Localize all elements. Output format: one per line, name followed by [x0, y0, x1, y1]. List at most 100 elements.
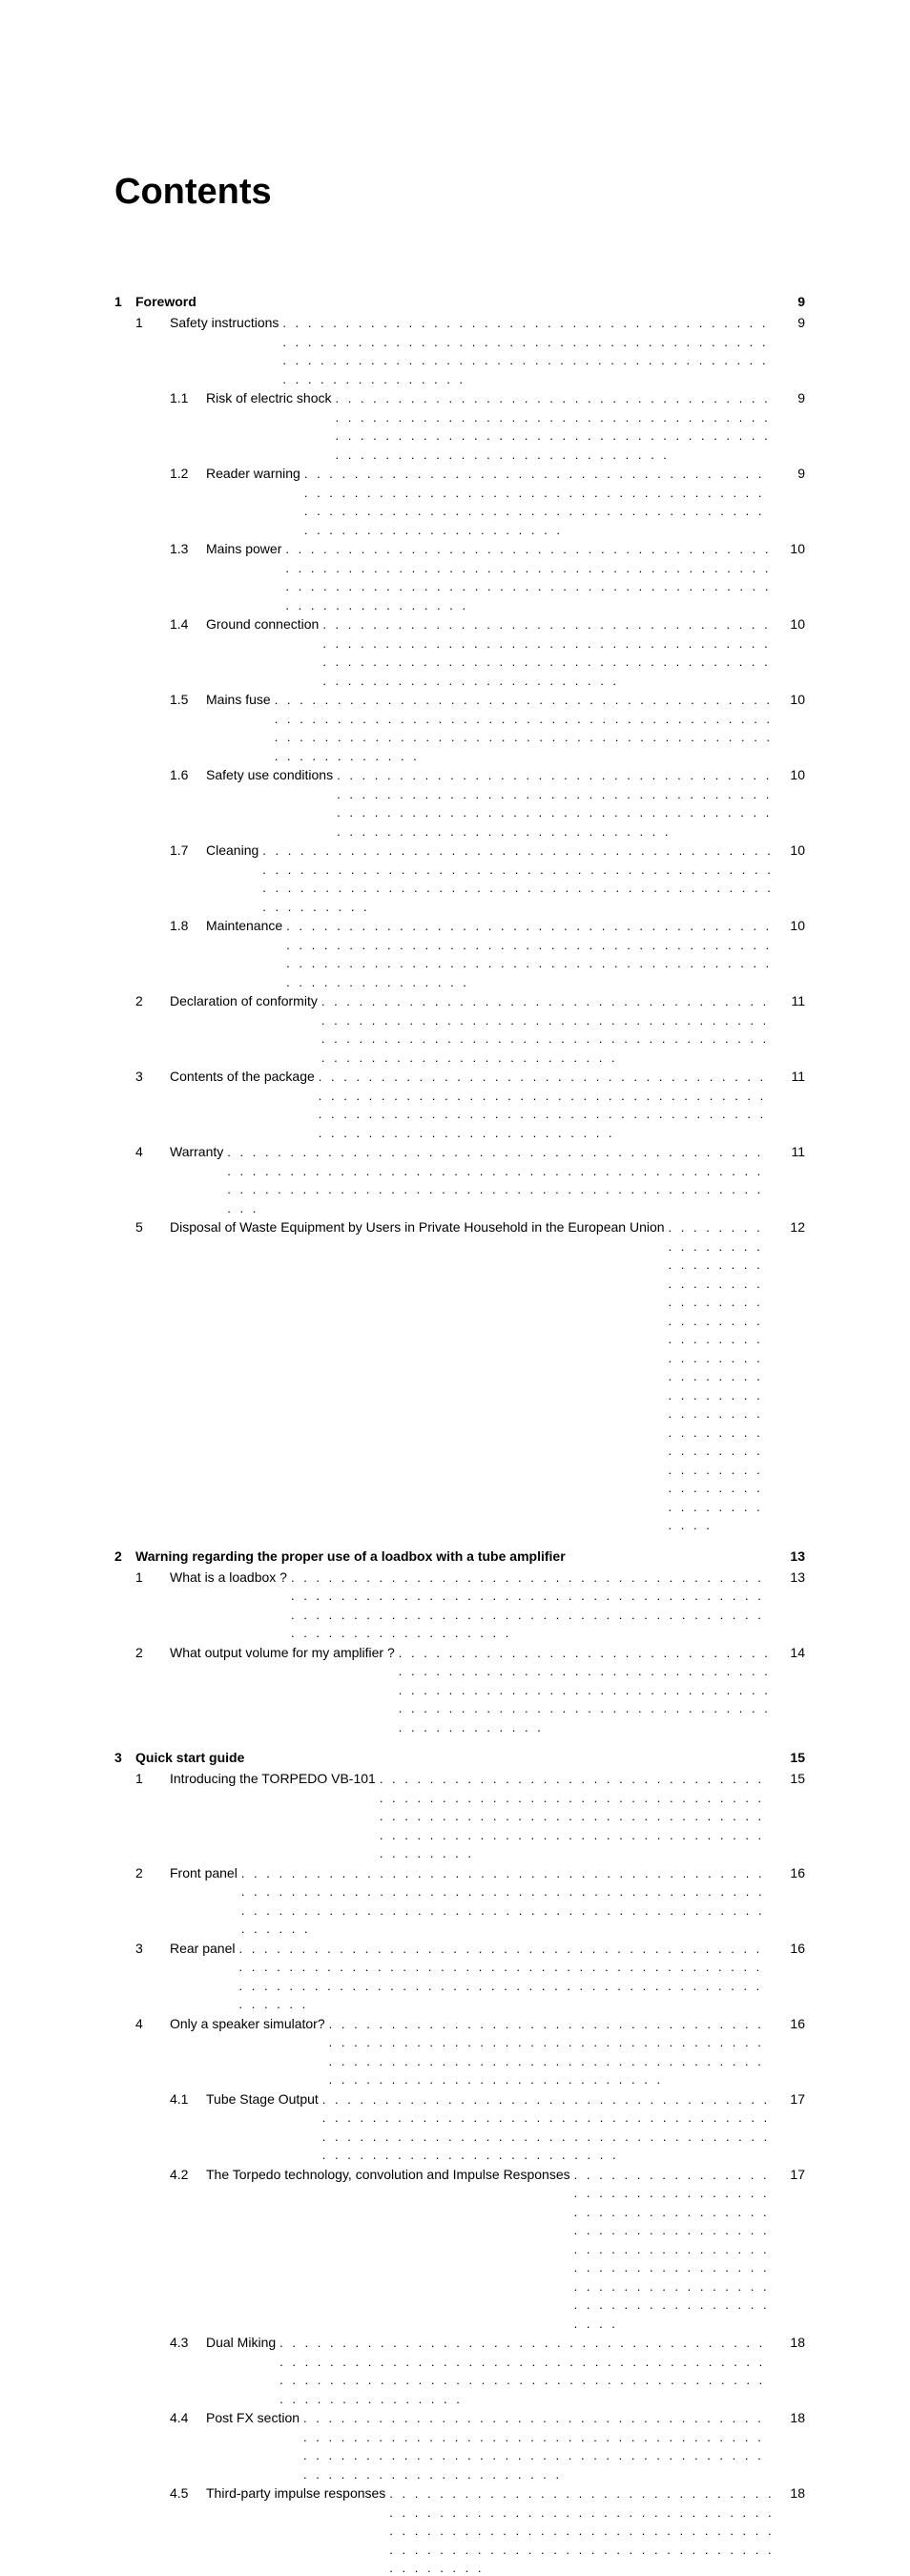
leader-dots	[315, 1068, 778, 1142]
subsection-title: Risk of electric shock	[206, 388, 331, 408]
toc-subsection: 1.4Ground connection 10	[114, 614, 805, 690]
subsection-page: 10	[778, 841, 805, 861]
subsection-number: 1.7	[170, 841, 206, 861]
toc-subsection: 1.7Cleaning 10	[114, 841, 805, 916]
section-number: 1	[135, 313, 170, 333]
subsection-number: 4.5	[170, 2483, 206, 2503]
section-title: What output volume for my amplifier ?	[170, 1643, 395, 1663]
leader-dots	[385, 2484, 778, 2576]
subsection-page: 18	[778, 2408, 805, 2428]
subsection-number: 1.2	[170, 464, 206, 484]
toc-subsection: 4.2The Torpedo technology, convolution a…	[114, 2165, 805, 2334]
leader-dots	[333, 766, 778, 841]
section-page: 12	[778, 1217, 805, 1237]
subsection-title: Dual Miking	[206, 2333, 276, 2353]
section-page: 11	[778, 1142, 805, 1162]
chapter-title: Warning regarding the proper use of a lo…	[135, 1548, 778, 1564]
subsection-title: Ground connection	[206, 614, 319, 634]
subsection-number: 1.5	[170, 690, 206, 710]
chapter-number: 3	[114, 1750, 135, 1765]
subsection-number: 4.4	[170, 2408, 206, 2428]
subsection-number: 1.1	[170, 388, 206, 408]
section-page: 14	[778, 1643, 805, 1663]
toc-section: 4Warranty11	[114, 1142, 805, 1217]
section-page: 16	[778, 2014, 805, 2034]
section-page: 16	[778, 1863, 805, 1883]
subsection-number: 1.3	[170, 539, 206, 559]
leader-dots	[223, 1143, 778, 1217]
section-page: 15	[778, 1769, 805, 1789]
chapter-number: 2	[114, 1548, 135, 1564]
subsection-title: Safety use conditions	[206, 765, 333, 785]
section-number: 1	[135, 1568, 170, 1588]
leader-dots	[376, 1770, 778, 1863]
toc-chapter: 2Warning regarding the proper use of a l…	[114, 1548, 805, 1564]
toc-section: 1What is a loadbox ?13	[114, 1568, 805, 1643]
section-number: 2	[135, 1863, 170, 1883]
subsection-page: 18	[778, 2333, 805, 2353]
section-number: 1	[135, 1769, 170, 1789]
section-title: Contents of the package	[170, 1067, 315, 1087]
section-title: Disposal of Waste Equipment by Users in …	[170, 1217, 665, 1237]
toc-section: 2What output volume for my amplifier ? 14	[114, 1643, 805, 1737]
chapter-title: Foreword	[135, 294, 778, 309]
toc-subsection: 4.4Post FX section18	[114, 2408, 805, 2483]
subsection-page: 17	[778, 2165, 805, 2185]
leader-dots	[276, 2334, 778, 2408]
section-title: Introducing the TORPEDO VB-101	[170, 1769, 376, 1789]
section-page: 16	[778, 1939, 805, 1959]
chapter-page: 13	[778, 1548, 805, 1564]
leader-dots	[570, 2166, 778, 2334]
chapter-title: Quick start guide	[135, 1750, 778, 1765]
subsection-title: Third-party impulse responses	[206, 2483, 385, 2503]
document-page: Contents 1Foreword91Safety instructions9…	[0, 0, 910, 2576]
subsection-title: Mains power	[206, 539, 281, 559]
leader-dots	[395, 1644, 778, 1737]
toc-chapter: 3Quick start guide15	[114, 1750, 805, 1765]
table-of-contents: 1Foreword91Safety instructions91.1Risk o…	[114, 294, 805, 2576]
toc-chapter: 1Foreword9	[114, 294, 805, 309]
leader-dots	[279, 314, 778, 388]
leader-dots	[300, 2409, 778, 2483]
subsection-number: 4.3	[170, 2333, 206, 2353]
section-title: Only a speaker simulator?	[170, 2014, 325, 2034]
leader-dots	[238, 1864, 778, 1939]
subsection-title: Maintenance	[206, 916, 282, 936]
subsection-number: 1.6	[170, 765, 206, 785]
section-page: 13	[778, 1568, 805, 1588]
subsection-title: Mains fuse	[206, 690, 271, 710]
section-number: 5	[135, 1217, 170, 1237]
section-number: 3	[135, 1067, 170, 1087]
toc-section: 1Safety instructions9	[114, 313, 805, 388]
toc-section: 1Introducing the TORPEDO VB-101 15	[114, 1769, 805, 1863]
subsection-title: Cleaning	[206, 841, 259, 861]
subsection-page: 10	[778, 765, 805, 785]
leader-dots	[331, 389, 778, 464]
toc-section: 4Only a speaker simulator? 16	[114, 2014, 805, 2089]
subsection-number: 1.8	[170, 916, 206, 936]
subsection-page: 10	[778, 690, 805, 710]
leader-dots	[318, 992, 778, 1067]
subsection-number: 4.2	[170, 2165, 206, 2185]
chapter-page: 9	[778, 294, 805, 309]
toc-subsection: 1.5Mains fuse 10	[114, 690, 805, 765]
subsection-page: 10	[778, 916, 805, 936]
toc-subsection: 4.3Dual Miking 18	[114, 2333, 805, 2408]
toc-section: 2Declaration of conformity11	[114, 991, 805, 1067]
subsection-number: 1.4	[170, 614, 206, 634]
page-title: Contents	[114, 172, 805, 213]
toc-subsection: 4.5Third-party impulse responses18	[114, 2483, 805, 2576]
section-title: Safety instructions	[170, 313, 279, 333]
toc-section: 5Disposal of Waste Equipment by Users in…	[114, 1217, 805, 1535]
toc-section: 3Rear panel16	[114, 1939, 805, 2014]
toc-section: 2Front panel16	[114, 1863, 805, 1939]
section-number: 2	[135, 991, 170, 1011]
section-page: 11	[778, 1067, 805, 1087]
subsection-title: Reader warning	[206, 464, 300, 484]
section-number: 4	[135, 2014, 170, 2034]
section-number: 2	[135, 1643, 170, 1663]
subsection-title: The Torpedo technology, convolution and …	[206, 2165, 570, 2185]
subsection-page: 10	[778, 614, 805, 634]
section-title: Warranty	[170, 1142, 223, 1162]
section-number: 3	[135, 1939, 170, 1959]
